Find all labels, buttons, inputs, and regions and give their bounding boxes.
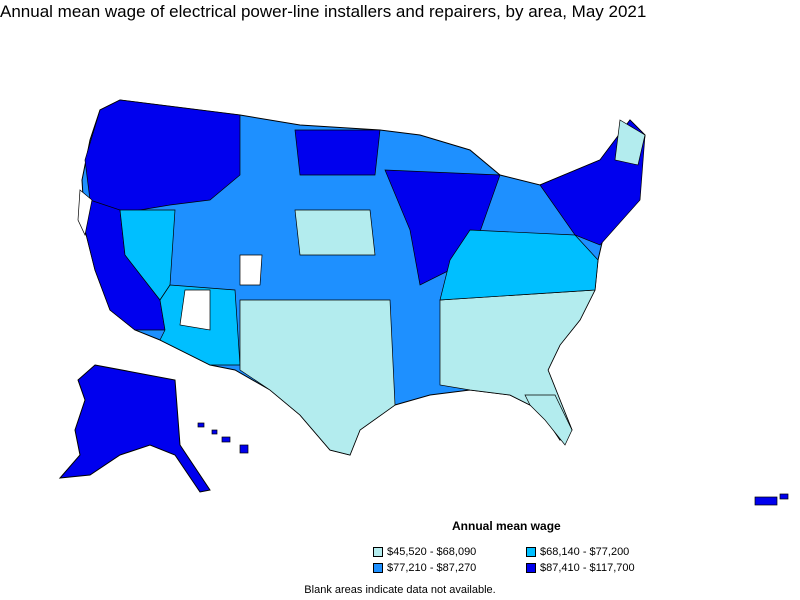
legend-item-1: $45,520 - $68,090 <box>373 546 476 558</box>
region-southeast <box>439 289 596 441</box>
region-appalachia <box>439 229 599 301</box>
no-data-area <box>179 289 211 331</box>
legend-title: Annual mean wage <box>452 519 561 533</box>
legend-swatch-1 <box>373 547 383 557</box>
region-maine <box>614 119 646 166</box>
legend-item-2: $68,140 - $77,200 <box>526 546 629 558</box>
no-data-note: Blank areas indicate data not available. <box>304 584 496 596</box>
region-florida <box>524 394 573 446</box>
legend-swatch-3 <box>373 563 383 573</box>
legend-swatch-4 <box>526 563 536 573</box>
no-data-area <box>77 189 93 237</box>
puerto-rico <box>754 493 789 506</box>
alaska <box>58 364 211 493</box>
legend-item-4: $87,410 - $117,700 <box>526 562 635 574</box>
legend-item-3: $77,210 - $87,270 <box>373 562 476 574</box>
legend-label-3: $77,210 - $87,270 <box>387 562 477 574</box>
legend-swatch-2 <box>526 547 536 557</box>
no-data-area <box>239 254 263 286</box>
legend-label-2: $68,140 - $77,200 <box>540 546 630 558</box>
legend-label-1: $45,520 - $68,090 <box>387 546 477 558</box>
map-title: Annual mean wage of electrical power-lin… <box>0 2 647 21</box>
hawaii <box>197 422 249 454</box>
region-dakota <box>294 129 381 176</box>
region-south-central <box>239 299 396 456</box>
legend-label-4: $87,410 - $117,700 <box>540 562 635 574</box>
region-plains <box>294 209 376 256</box>
region-northwest <box>84 99 241 216</box>
